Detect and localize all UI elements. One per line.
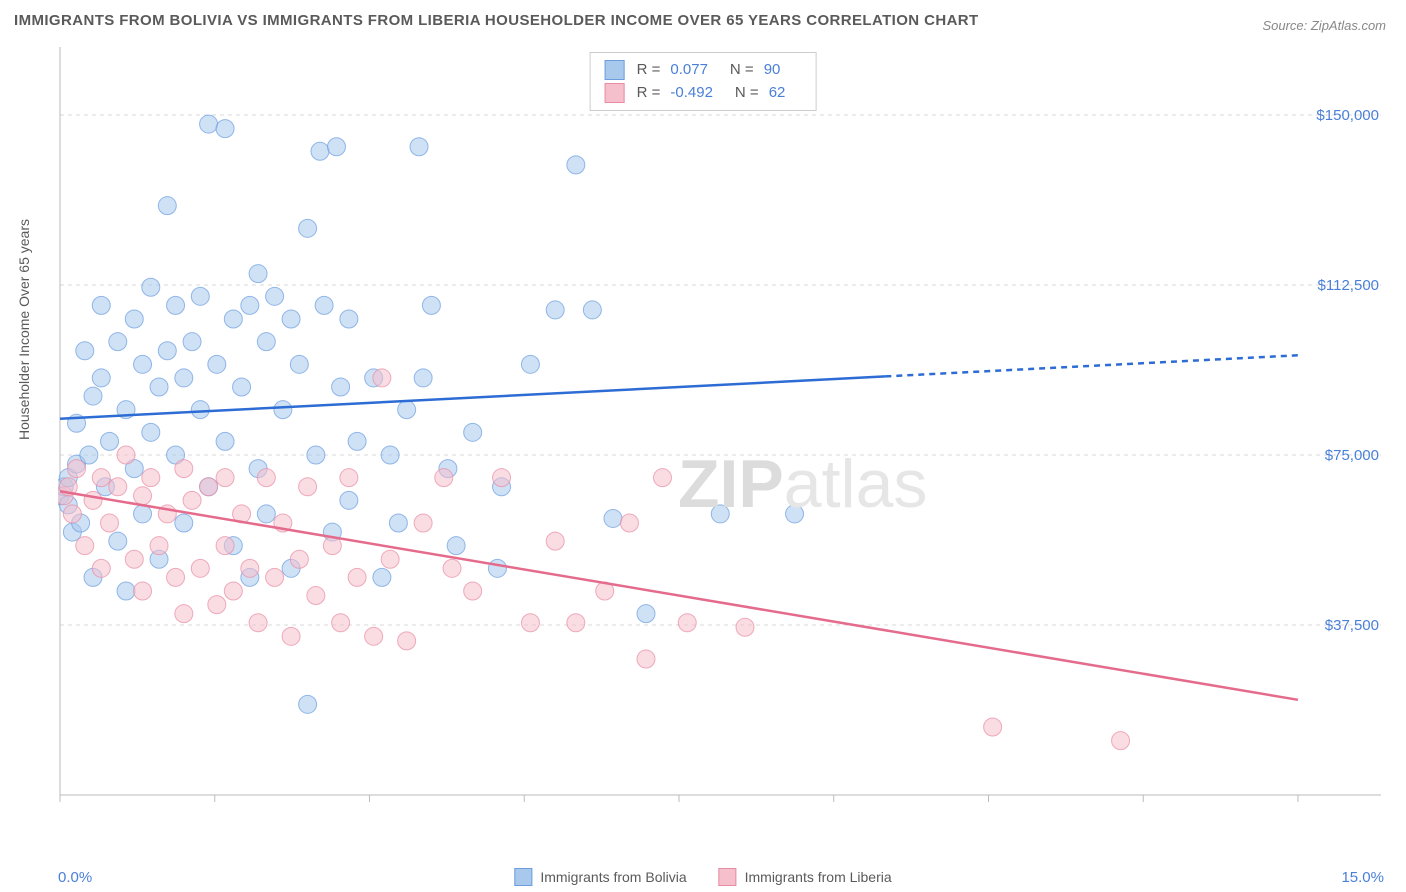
series-legend: Immigrants from Bolivia Immigrants from … [514, 868, 891, 886]
r-label: R = [637, 59, 661, 82]
legend-label-liberia: Immigrants from Liberia [745, 869, 892, 885]
watermark: ZIPatlas [678, 445, 927, 523]
legend-swatch-liberia [719, 868, 737, 886]
correlation-legend: R = 0.077 N = 90 R = -0.492 N = 62 [590, 52, 817, 111]
legend-item-bolivia: Immigrants from Bolivia [514, 868, 686, 886]
x-axis-max: 15.0% [1341, 869, 1384, 886]
r-value-bolivia: 0.077 [670, 59, 708, 82]
swatch-bolivia [605, 60, 625, 80]
legend-item-liberia: Immigrants from Liberia [719, 868, 892, 886]
source-attribution: Source: ZipAtlas.com [1262, 18, 1386, 33]
svg-text:$112,500: $112,500 [1318, 277, 1379, 294]
legend-label-bolivia: Immigrants from Bolivia [540, 869, 686, 885]
chart-area: $37,500 $75,000 $112,500 $150,000 ZIPatlas [58, 45, 1383, 833]
swatch-liberia [605, 83, 625, 103]
correlation-row-bolivia: R = 0.077 N = 90 [605, 59, 802, 82]
svg-text:$150,000: $150,000 [1316, 107, 1379, 124]
scatter-plot: $37,500 $75,000 $112,500 $150,000 [58, 45, 1383, 833]
r-value-liberia: -0.492 [670, 82, 713, 105]
n-label: N = [735, 82, 759, 105]
y-axis-label: Householder Income Over 65 years [16, 219, 32, 440]
n-value-bolivia: 90 [764, 59, 781, 82]
r-label: R = [637, 82, 661, 105]
chart-title: IMMIGRANTS FROM BOLIVIA VS IMMIGRANTS FR… [14, 12, 979, 29]
svg-text:$37,500: $37,500 [1325, 617, 1379, 634]
n-value-liberia: 62 [769, 82, 786, 105]
correlation-row-liberia: R = -0.492 N = 62 [605, 82, 802, 105]
legend-swatch-bolivia [514, 868, 532, 886]
svg-text:$75,000: $75,000 [1325, 447, 1379, 464]
x-axis-min: 0.0% [58, 869, 92, 886]
watermark-atlas: atlas [784, 446, 928, 522]
watermark-zip: ZIP [678, 446, 784, 522]
n-label: N = [730, 59, 754, 82]
